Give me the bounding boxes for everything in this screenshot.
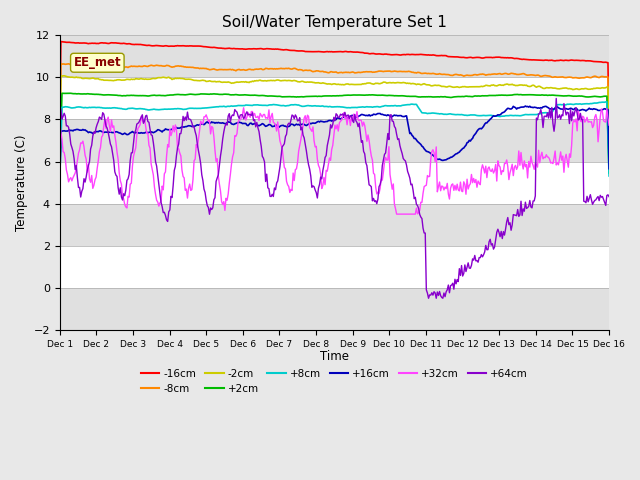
-2cm: [56, 144, 63, 150]
+8cm: [603, 99, 611, 105]
-2cm: [321, 81, 329, 86]
+64cm: [353, 120, 361, 125]
+2cm: [321, 93, 329, 99]
+64cm: [317, 174, 324, 180]
-8cm: [508, 71, 515, 76]
+16cm: [522, 103, 529, 109]
+16cm: [317, 118, 324, 124]
Bar: [60, 288, 609, 330]
-16cm: [593, 59, 601, 64]
Line: +16cm: +16cm: [60, 106, 609, 184]
Line: +32cm: +32cm: [60, 108, 609, 214]
+2cm: [58, 90, 66, 96]
-16cm: [321, 49, 329, 55]
+32cm: [240, 105, 248, 111]
+64cm: [425, 295, 433, 301]
+2cm: [593, 94, 601, 99]
+16cm: [383, 113, 390, 119]
+2cm: [355, 92, 362, 98]
+16cm: [56, 181, 63, 187]
-2cm: [355, 82, 362, 87]
+32cm: [605, 122, 613, 128]
-8cm: [355, 70, 362, 75]
-16cm: [605, 135, 613, 141]
Line: +8cm: +8cm: [60, 102, 609, 180]
-8cm: [384, 68, 392, 74]
Title: Soil/Water Temperature Set 1: Soil/Water Temperature Set 1: [222, 15, 447, 30]
-16cm: [508, 55, 515, 60]
+32cm: [321, 182, 329, 188]
Bar: [60, 204, 609, 246]
-8cm: [321, 69, 329, 75]
+32cm: [594, 139, 602, 144]
+8cm: [317, 103, 324, 109]
-2cm: [593, 85, 601, 91]
Line: +64cm: +64cm: [60, 98, 609, 298]
+64cm: [56, 105, 63, 111]
Bar: [60, 120, 609, 162]
X-axis label: Time: Time: [320, 350, 349, 363]
+8cm: [605, 173, 613, 179]
+8cm: [353, 105, 361, 110]
-8cm: [56, 135, 63, 141]
Legend: -16cm, -8cm, -2cm, +2cm, +8cm, +16cm, +32cm, +64cm: -16cm, -8cm, -2cm, +2cm, +8cm, +16cm, +3…: [136, 365, 532, 398]
+8cm: [383, 103, 390, 108]
-16cm: [355, 49, 362, 55]
-2cm: [60, 73, 68, 79]
+32cm: [384, 157, 392, 163]
Y-axis label: Temperature (C): Temperature (C): [15, 134, 28, 231]
-16cm: [56, 120, 63, 126]
+64cm: [508, 228, 515, 233]
+64cm: [605, 194, 613, 200]
+32cm: [355, 117, 362, 122]
+32cm: [508, 161, 516, 167]
-16cm: [384, 51, 392, 57]
+2cm: [384, 93, 392, 98]
Line: -16cm: -16cm: [60, 42, 609, 138]
+2cm: [318, 94, 326, 99]
-8cm: [318, 69, 326, 74]
-16cm: [318, 49, 326, 55]
-2cm: [384, 80, 392, 86]
+64cm: [320, 162, 328, 168]
+64cm: [383, 141, 390, 146]
+64cm: [552, 96, 560, 101]
-2cm: [318, 80, 326, 86]
+16cm: [593, 107, 601, 112]
Line: -2cm: -2cm: [60, 76, 609, 154]
+16cm: [605, 166, 613, 171]
+8cm: [506, 112, 514, 118]
+2cm: [56, 168, 63, 174]
+2cm: [508, 92, 515, 98]
+2cm: [605, 170, 613, 176]
+16cm: [320, 119, 328, 125]
-2cm: [508, 82, 515, 87]
-16cm: [57, 39, 65, 45]
+32cm: [318, 186, 326, 192]
+8cm: [56, 177, 63, 182]
+16cm: [353, 114, 361, 120]
Text: EE_met: EE_met: [74, 56, 121, 69]
-8cm: [57, 61, 65, 67]
-8cm: [593, 74, 601, 80]
+8cm: [320, 104, 328, 109]
-8cm: [605, 144, 613, 150]
Line: +2cm: +2cm: [60, 93, 609, 173]
+32cm: [393, 211, 401, 217]
Line: -8cm: -8cm: [60, 64, 609, 147]
+8cm: [592, 100, 600, 106]
-2cm: [605, 151, 613, 157]
+16cm: [506, 106, 514, 112]
+64cm: [594, 193, 602, 199]
+32cm: [56, 117, 63, 123]
Bar: [60, 36, 609, 77]
